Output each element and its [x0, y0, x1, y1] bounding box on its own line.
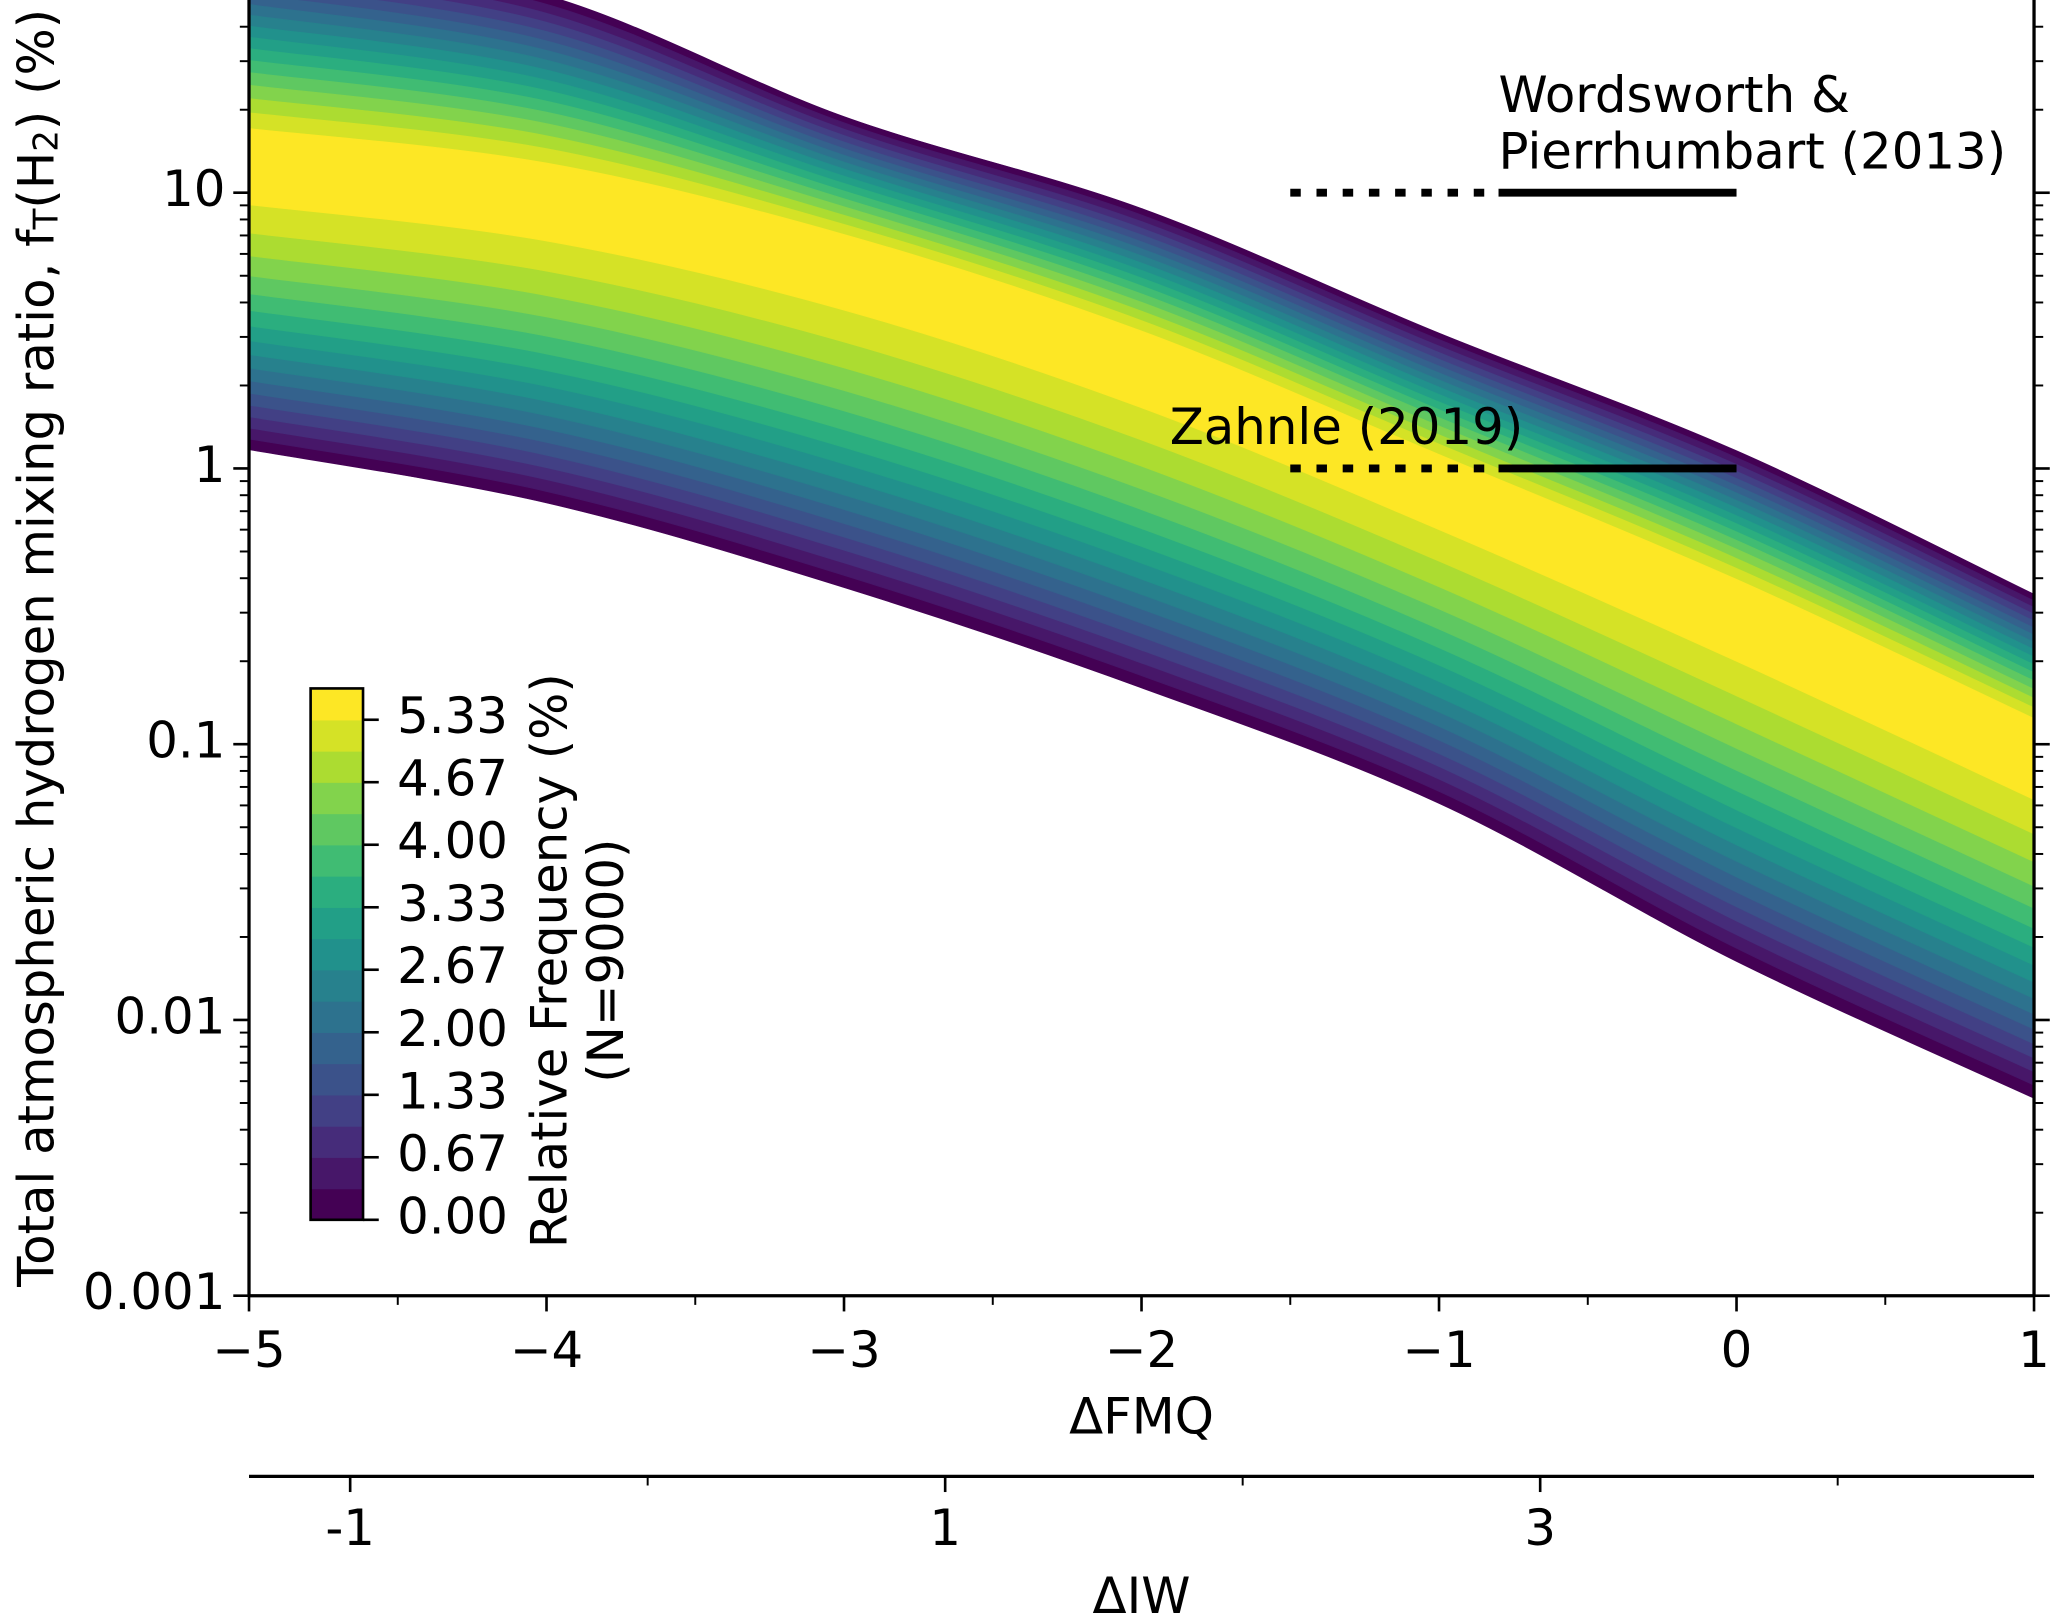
x-tick-label: −4 [510, 1321, 583, 1379]
colorbar-tick-label: 0.67 [397, 1125, 508, 1183]
y-label-subscript: 2 [26, 130, 66, 152]
colorbar-band [310, 1188, 364, 1221]
colorbar-band [310, 938, 364, 971]
x-tick-label: −2 [1105, 1321, 1178, 1379]
colorbar-tick-label: 4.00 [397, 812, 508, 870]
colorbar-band [310, 1157, 364, 1190]
x2-tick-label: 3 [1524, 1499, 1556, 1557]
colorbar-band [310, 813, 364, 846]
colorbar-band [310, 1126, 364, 1158]
annotation-text: Wordsworth & [1499, 66, 1850, 124]
colorbar-tick-label: 4.67 [397, 750, 508, 808]
x-tick-label: 0 [1721, 1321, 1753, 1379]
annotation-text: Zahnle (2019) [1170, 398, 1524, 456]
colorbar-band [310, 969, 364, 1002]
colorbar-label: (N=9000) [577, 839, 635, 1083]
colorbar-label: Relative Frequency (%) [521, 673, 579, 1248]
x2-tick-label: -1 [325, 1499, 375, 1557]
colorbar-band [310, 750, 364, 783]
annotation-text: Pierrhumbart (2013) [1499, 122, 2007, 180]
contour-plot [249, 0, 2035, 1099]
x-tick-label: −1 [1402, 1321, 1475, 1379]
x2-tick-label: 1 [929, 1499, 961, 1557]
colorbar-frame [309, 687, 365, 1222]
colorbar-tick-label: 2.00 [397, 1000, 508, 1058]
colorbar-band [310, 844, 364, 877]
y-label-text: Total atmospheric hydrogen mixing ratio,… [7, 228, 65, 1288]
y-label-text: (H [7, 152, 65, 209]
colorbar-tick-label: 5.33 [397, 687, 508, 745]
colorbar-band [310, 1063, 364, 1096]
y-tick-label: 10 [162, 160, 225, 218]
colorbar-tick-label: 2.67 [397, 937, 508, 995]
y-label-subscript: T [26, 208, 66, 230]
colorbar-band [310, 875, 364, 908]
colorbar-band [310, 907, 364, 940]
y-tick-label: 1 [194, 436, 226, 494]
colorbar-tick-label: 1.33 [397, 1062, 508, 1120]
colorbar-band [310, 719, 364, 752]
x-tick-label: −5 [212, 1321, 285, 1379]
colorbar-band [310, 1032, 364, 1065]
x2-axis-label: ΔIW [1093, 1567, 1191, 1619]
x-tick-label: 1 [2018, 1321, 2050, 1379]
colorbar-band [310, 782, 364, 815]
colorbar-tick-label: 0.00 [397, 1187, 508, 1245]
colorbar-tick-label: 3.33 [397, 875, 508, 933]
y-tick-label: 0.1 [146, 712, 225, 770]
colorbar-band [310, 1001, 364, 1033]
y-tick-label: 0.01 [115, 987, 226, 1045]
y-label-text: ) (%) [7, 9, 65, 130]
colorbar-band [310, 688, 364, 721]
x-tick-label: −3 [807, 1321, 880, 1379]
y-axis-label: Total atmospheric hydrogen mixing ratio,… [7, 9, 67, 1288]
x-axis-label: ΔFMQ [1069, 1388, 1214, 1446]
colorbar-band [310, 1094, 364, 1127]
y-tick-label: 0.001 [83, 1263, 226, 1321]
